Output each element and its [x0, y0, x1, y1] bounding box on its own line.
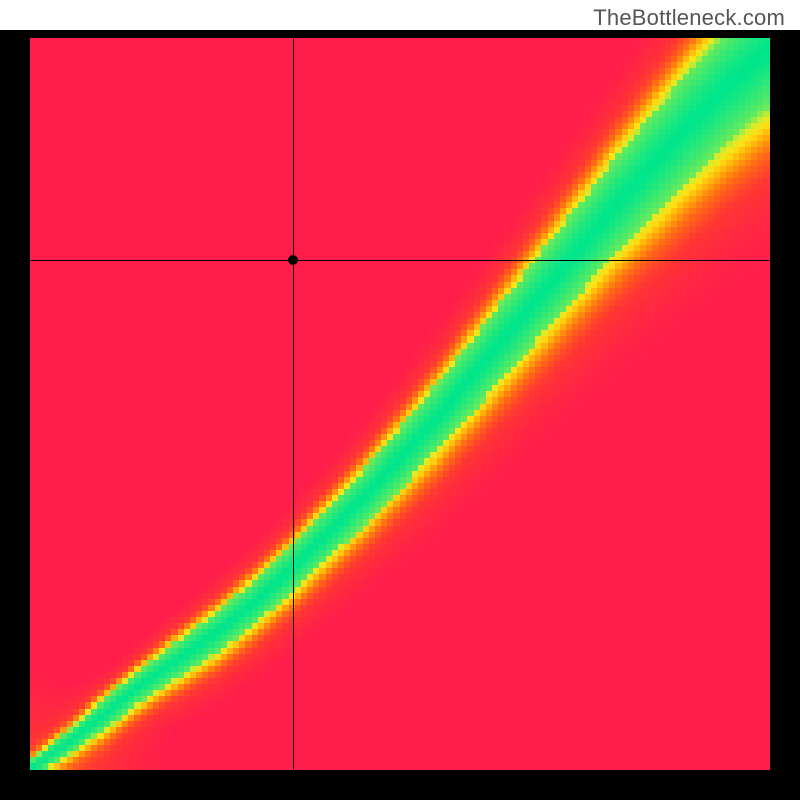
selected-point-marker	[288, 255, 298, 265]
bottleneck-heatmap	[30, 38, 770, 770]
plot-inner	[30, 38, 770, 770]
plot-outer-frame	[0, 30, 800, 800]
crosshair-vertical	[293, 38, 294, 770]
source-watermark: TheBottleneck.com	[593, 5, 785, 31]
crosshair-horizontal	[30, 260, 770, 261]
chart-container: TheBottleneck.com	[0, 0, 800, 800]
